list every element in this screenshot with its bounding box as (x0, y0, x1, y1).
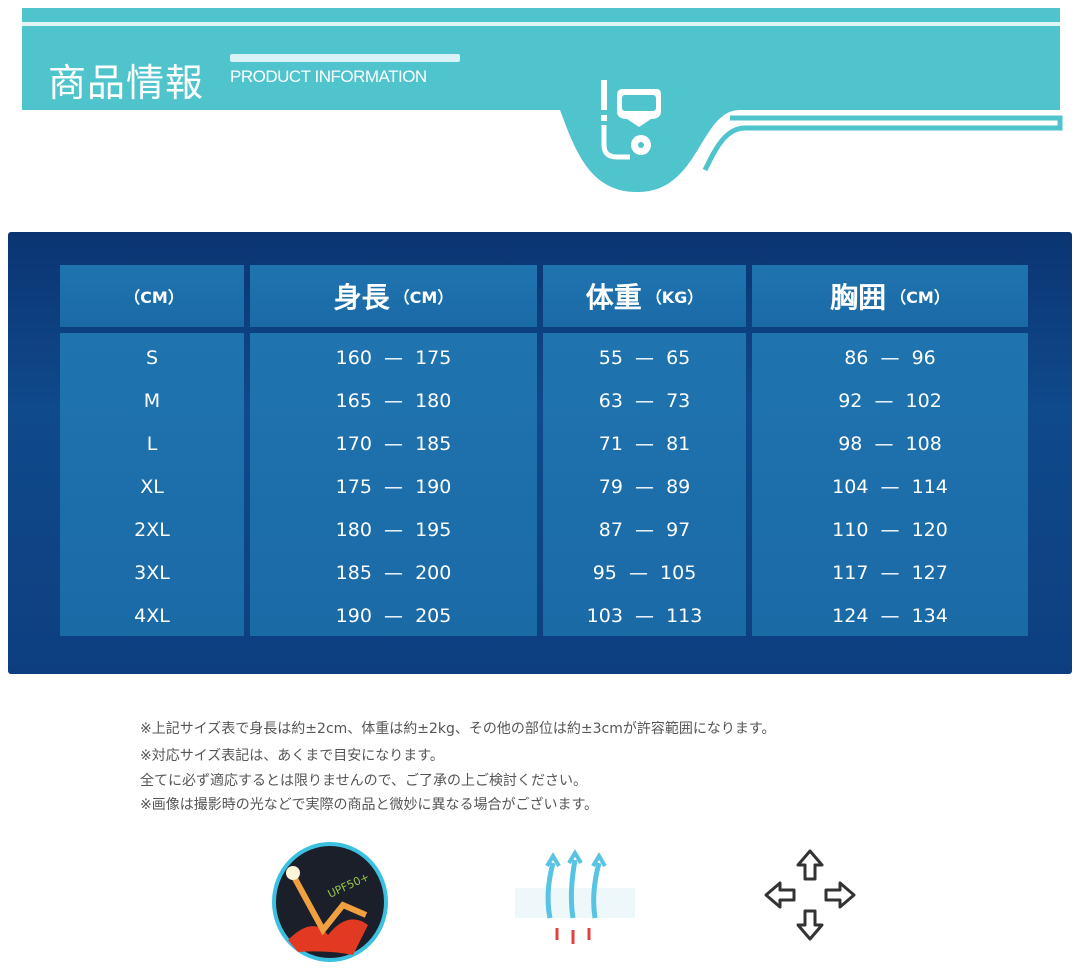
col-unit: （CM） (393, 288, 454, 307)
table-cell-chest: 110 — 120 (832, 519, 948, 541)
table-cell-height: 175 — 190 (335, 476, 452, 498)
table-cell-height: 160 — 175 (335, 347, 452, 369)
banner-shape (22, 8, 1063, 193)
col-label: 身長 (333, 281, 390, 314)
table-cell-weight: 79 — 89 (598, 476, 691, 498)
table-cell-sizes: S (145, 347, 159, 369)
table-cell-height: 185 — 200 (335, 562, 452, 584)
note-line: 全てに必ず適応するとは限りませんので、ご了承の上ご検討ください。 (140, 773, 588, 789)
size-table: （CM） 身長 （CM） 体重 （KG） 胸囲 （CM） S M L XL 2XL 3XL 4XL… (8, 232, 1072, 674)
table-cell-sizes: 4XL (134, 605, 170, 627)
table-cell-sizes: XL (140, 476, 164, 498)
table-cell-chest: 98 — 108 (838, 433, 942, 455)
note-line: ※上記サイズ表で身長は約±2cm、体重は約±2kg、その他の部位は約±3cmが許… (140, 721, 776, 737)
header-weight: 体重 （KG） (543, 265, 746, 327)
table-cell-chest: 92 — 102 (838, 390, 942, 412)
uv-protection-icon: UPF50+ (272, 842, 388, 962)
col-unit: （KG） (645, 288, 704, 307)
col-unit: （CM） (124, 288, 184, 307)
table-cell-height: 165 — 180 (335, 390, 452, 412)
col-label: 胸囲 (830, 281, 887, 314)
column-weight: 55 — 65 63 — 73 71 — 81 79 — 89 87 — 97 95 — … (543, 333, 746, 636)
col-unit: （CM） (890, 288, 950, 307)
notes: ※上記サイズ表で身長は約±2cm、体重は約±2kg、その他の部位は約±3cmが許… (140, 716, 776, 819)
table-cell-weight: 55 — 65 (598, 347, 691, 369)
column-chest: 86 — 96 92 — 102 98 — 108 104 — 114 110 — 12… (752, 333, 1028, 636)
table-cell-sizes: M (143, 390, 161, 412)
header-banner: 商品情報 PRODUCT INFORMATION (0, 0, 1080, 230)
col-label: 体重 (585, 281, 642, 314)
table-cell-weight: 103 — 113 (586, 605, 703, 627)
table-cell-sizes: L (146, 433, 158, 455)
table-cell-weight: 95 — 105 (592, 562, 697, 584)
header-chest: 胸囲 （CM） (752, 265, 1028, 327)
table-cell-sizes: 3XL (134, 562, 170, 584)
snorkel-mask-icon (601, 80, 661, 160)
breathable-icon (515, 849, 635, 944)
title-divider (230, 54, 460, 62)
table-cell-weight: 87 — 97 (598, 519, 691, 541)
table-cell-weight: 63 — 73 (598, 390, 691, 412)
stretch-arrows-icon (764, 849, 856, 941)
title-japanese: 商品情報 (48, 61, 205, 105)
title-english: PRODUCT INFORMATION (230, 67, 427, 86)
table-cell-height: 170 — 185 (335, 433, 452, 455)
table-cell-chest: 86 — 96 (844, 347, 936, 369)
column-sizes: S M L XL 2XL 3XL 4XL (60, 333, 244, 636)
table-cell-chest: 104 — 114 (832, 476, 948, 498)
header-size: （CM） (60, 265, 244, 327)
table-cell-chest: 117 — 127 (832, 562, 948, 584)
table-cell-chest: 124 — 134 (832, 605, 948, 627)
table-cell-sizes: 2XL (134, 519, 170, 541)
table-cell-weight: 71 — 81 (598, 433, 691, 455)
note-line: ※対応サイズ表記は、あくまで目安になります。 (140, 748, 444, 764)
header-height: 身長 （CM） (250, 265, 537, 327)
table-cell-height: 180 — 195 (335, 519, 452, 541)
column-height: 160 — 175 165 — 180 170 — 185 175 — 190 180 … (250, 333, 537, 636)
note-line: ※画像は撮影時の光などで実際の商品と微妙に異なる場合がございます。 (140, 797, 599, 813)
table-cell-height: 190 — 205 (335, 605, 452, 627)
